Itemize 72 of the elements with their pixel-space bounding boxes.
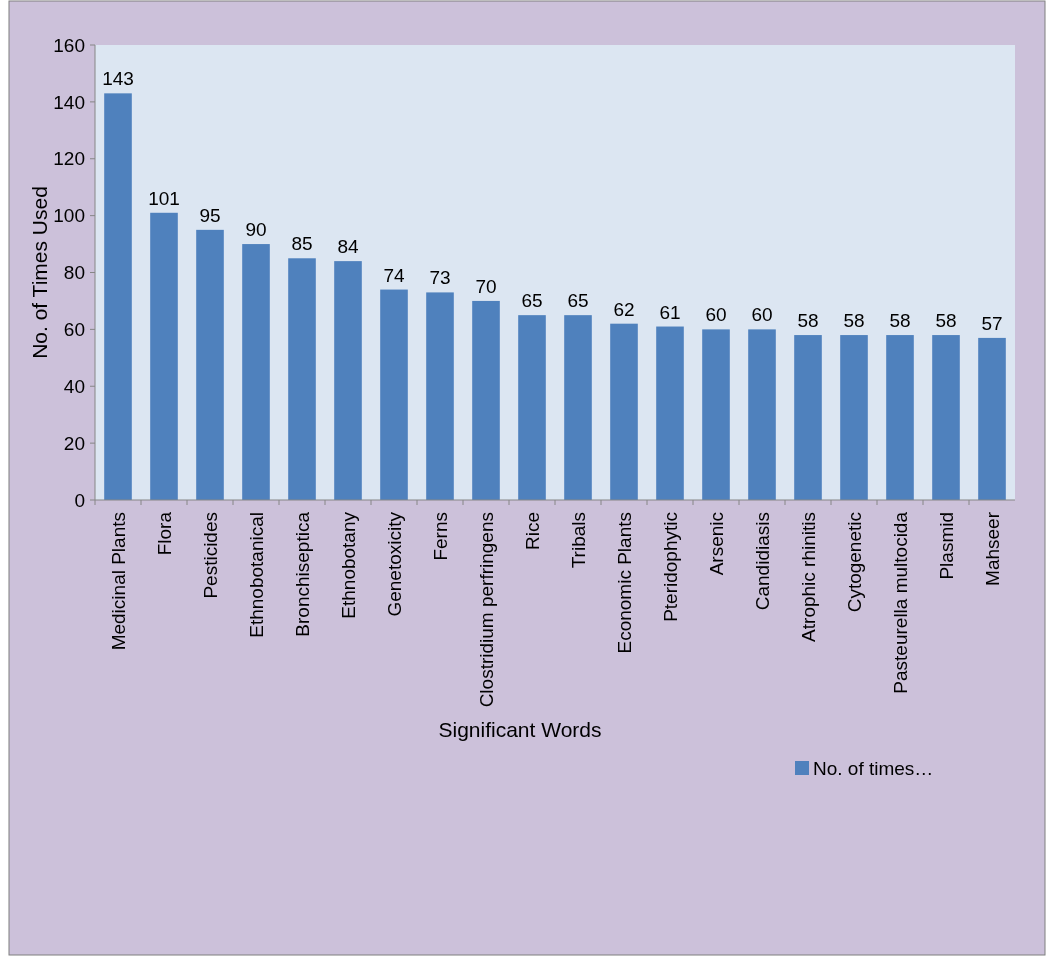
- bar: [242, 244, 270, 500]
- data-label: 58: [843, 310, 865, 332]
- data-label: 74: [383, 264, 405, 286]
- x-tick-label: Bronchiseptica: [291, 511, 313, 637]
- y-tick-label: 100: [53, 205, 85, 227]
- bar: [426, 292, 454, 500]
- bar: [932, 335, 960, 500]
- x-tick-label: Clostridium perfringens: [475, 512, 497, 708]
- bar: [334, 261, 362, 500]
- data-label: 58: [889, 310, 911, 332]
- x-tick-label: Arsenic: [705, 512, 727, 576]
- data-label: 65: [567, 290, 589, 312]
- y-axis-title: No. of Times Used: [28, 186, 52, 359]
- x-tick-label: Genetoxicity: [383, 511, 405, 617]
- y-tick-label: 160: [53, 34, 85, 56]
- x-tick-label: Ferns: [429, 512, 451, 561]
- x-tick-label: Atrophic rhinitis: [797, 512, 819, 642]
- x-tick-label: Economic Plants: [613, 512, 635, 654]
- x-tick-label: Pteridophytic: [659, 512, 681, 622]
- data-label: 70: [475, 275, 497, 297]
- data-label: 95: [199, 204, 221, 226]
- x-tick-label: Ethnobotanical: [245, 512, 267, 638]
- x-tick-label: Medicinal Plants: [107, 512, 129, 651]
- x-tick-label: Tribals: [567, 512, 589, 569]
- y-tick-label: 0: [74, 489, 85, 511]
- data-label: 84: [337, 236, 359, 258]
- x-tick-label: Mahseer: [981, 511, 1003, 586]
- bar: [150, 212, 178, 500]
- data-label: 57: [981, 312, 1003, 334]
- data-label: 62: [613, 298, 635, 320]
- data-label: 58: [797, 310, 819, 332]
- legend-label: No. of times…: [813, 757, 934, 779]
- y-tick-label: 20: [63, 432, 85, 454]
- bar: [288, 258, 316, 500]
- bar: [518, 315, 546, 500]
- y-tick-label: 80: [63, 262, 85, 284]
- bar: [840, 335, 868, 500]
- data-label: 60: [705, 304, 727, 326]
- data-label: 90: [245, 219, 267, 241]
- bar: [380, 289, 408, 500]
- bar: [748, 329, 776, 500]
- bar: [610, 323, 638, 500]
- x-tick-label: Flora: [153, 511, 175, 556]
- y-tick-label: 40: [63, 375, 85, 397]
- x-tick-label: Cytogenetic: [843, 512, 865, 613]
- x-tick-label: Ethnobotany: [337, 511, 359, 619]
- bar: [104, 93, 132, 500]
- x-tick-label: Candidiasis: [751, 512, 773, 611]
- bar: [886, 335, 914, 500]
- data-label: 60: [751, 304, 773, 326]
- bar: [196, 229, 224, 500]
- data-label: 73: [429, 267, 451, 289]
- x-tick-label: Pesticides: [199, 512, 221, 599]
- x-tick-label: Pasteurella multocida: [889, 511, 911, 694]
- x-tick-label: Plasmid: [935, 512, 957, 580]
- x-axis-title: Significant Words: [438, 718, 602, 742]
- bar: [978, 337, 1006, 500]
- data-label: 85: [291, 233, 313, 255]
- x-tick-label: Rice: [521, 512, 543, 551]
- y-tick-label: 120: [53, 148, 85, 170]
- bar: [472, 300, 500, 500]
- bar: [702, 329, 730, 500]
- data-label: 101: [148, 187, 180, 209]
- bar: [564, 315, 592, 500]
- bar: [656, 326, 684, 500]
- data-label: 65: [521, 290, 543, 312]
- y-tick-label: 140: [53, 91, 85, 113]
- bar: [794, 335, 822, 500]
- data-label: 61: [659, 301, 681, 323]
- y-tick-label: 60: [63, 319, 85, 341]
- data-label: 143: [102, 68, 134, 90]
- data-label: 58: [935, 310, 957, 332]
